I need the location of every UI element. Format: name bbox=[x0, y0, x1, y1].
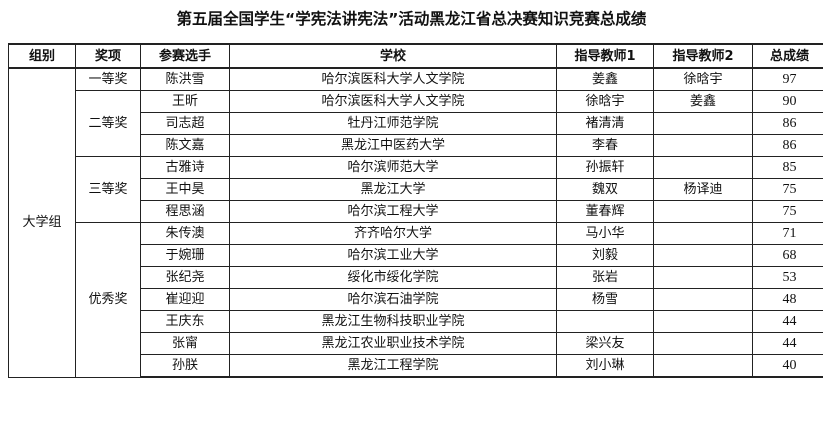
school-cell: 黑龙江生物科技职业学院 bbox=[229, 310, 557, 333]
table-row: 二等奖 王昕 哈尔滨医科大学人文学院 徐晗宇 姜鑫 90 bbox=[9, 90, 823, 157]
school-cell: 哈尔滨师范大学 bbox=[229, 156, 557, 179]
table-row: 王庆东 黑龙江生物科技职业学院 44 bbox=[9, 310, 823, 333]
contestant-cell: 陈洪雪 bbox=[140, 67, 230, 91]
score-cell: 68 bbox=[752, 244, 823, 267]
teacher1-cell: 李春 bbox=[556, 134, 654, 157]
contestant-cell: 张甯 bbox=[140, 332, 230, 355]
teacher1-cell: 褚清清 bbox=[556, 112, 654, 135]
teacher2-cell: 姜鑫 bbox=[653, 90, 753, 113]
contestant-cell: 陈文嘉 bbox=[140, 134, 230, 157]
teacher1-cell: 魏双 bbox=[556, 178, 654, 201]
school-cell: 哈尔滨工程大学 bbox=[229, 200, 557, 223]
award-cell: 一等奖 bbox=[75, 67, 141, 91]
teacher2-cell bbox=[653, 222, 753, 245]
document-title: 第五届全国学生“学宪法讲宪法”活动黑龙江省总决赛知识竞赛总成绩 bbox=[176, 10, 647, 28]
teacher2-cell bbox=[653, 288, 753, 311]
school-cell: 绥化市绥化学院 bbox=[229, 266, 557, 289]
contestant-cell: 王昕 bbox=[140, 90, 230, 113]
teacher2-cell bbox=[653, 156, 753, 179]
score-cell: 85 bbox=[752, 156, 823, 179]
teacher2-cell: 杨译迪 bbox=[653, 178, 753, 201]
teacher2-cell bbox=[653, 354, 753, 378]
teacher2-cell bbox=[653, 266, 753, 289]
contestant-cell: 司志超 bbox=[140, 112, 230, 135]
teacher1-cell: 孙振轩 bbox=[556, 156, 654, 179]
score-cell: 86 bbox=[752, 112, 823, 135]
table-row: 大学组 一等奖 陈洪雪 哈尔滨医科大学人文学院 姜鑫 徐晗宇 97 bbox=[8, 67, 823, 378]
score-cell: 97 bbox=[752, 67, 823, 91]
contestant-cell: 朱传澳 bbox=[140, 222, 230, 245]
award-cell: 优秀奖 bbox=[75, 222, 141, 378]
table-row: 优秀奖 朱传澳 齐齐哈尔大学 马小华 71 bbox=[9, 222, 823, 378]
contestant-cell: 孙朕 bbox=[140, 354, 230, 378]
teacher1-cell: 姜鑫 bbox=[556, 67, 654, 91]
header-contestant: 参赛选手 bbox=[140, 43, 230, 69]
score-cell: 44 bbox=[752, 332, 823, 355]
teacher2-cell bbox=[653, 332, 753, 355]
score-cell: 53 bbox=[752, 266, 823, 289]
score-cell: 40 bbox=[752, 354, 823, 378]
school-cell: 齐齐哈尔大学 bbox=[229, 222, 557, 245]
header-row: 组别 奖项 参赛选手 学校 指导教师1 指导教师2 总成绩 bbox=[8, 43, 823, 69]
contestant-cell: 王中昊 bbox=[140, 178, 230, 201]
teacher1-cell: 梁兴友 bbox=[556, 332, 654, 355]
teacher1-cell: 刘毅 bbox=[556, 244, 654, 267]
score-cell: 75 bbox=[752, 200, 823, 223]
header-score: 总成绩 bbox=[752, 43, 823, 69]
contestant-cell: 张纪尧 bbox=[140, 266, 230, 289]
school-cell: 哈尔滨工业大学 bbox=[229, 244, 557, 267]
contestant-cell: 于婉珊 bbox=[140, 244, 230, 267]
contestant-cell: 程思涵 bbox=[140, 200, 230, 223]
school-cell: 黑龙江农业职业技术学院 bbox=[229, 332, 557, 355]
teacher1-cell: 董春辉 bbox=[556, 200, 654, 223]
table-row: 张甯 黑龙江农业职业技术学院 梁兴友 44 bbox=[9, 332, 823, 355]
award-cell: 三等奖 bbox=[75, 156, 141, 223]
score-cell: 86 bbox=[752, 134, 823, 157]
table-row: 三等奖 古雅诗 哈尔滨师范大学 孙振轩 85 bbox=[9, 156, 823, 223]
teacher2-cell bbox=[653, 244, 753, 267]
table-row: 王中昊 黑龙江大学 魏双 杨译迪 75 bbox=[9, 178, 823, 201]
school-cell: 黑龙江工程学院 bbox=[229, 354, 557, 378]
header-award: 奖项 bbox=[75, 43, 141, 69]
teacher2-cell bbox=[653, 134, 753, 157]
header-teacher1: 指导教师1 bbox=[556, 43, 654, 69]
teacher2-cell bbox=[653, 112, 753, 135]
header-group: 组别 bbox=[8, 43, 76, 69]
teacher2-cell: 徐晗宇 bbox=[653, 67, 753, 91]
score-cell: 90 bbox=[752, 90, 823, 113]
school-cell: 黑龙江大学 bbox=[229, 178, 557, 201]
results-table: 组别 奖项 参赛选手 学校 指导教师1 指导教师2 总成绩 大学组 一等奖 陈洪雪哈… bbox=[8, 43, 823, 378]
table-row: 崔迎迎 哈尔滨石油学院 杨雪 48 bbox=[9, 288, 823, 311]
school-cell: 牡丹江师范学院 bbox=[229, 112, 557, 135]
table-row: 于婉珊 哈尔滨工业大学 刘毅 68 bbox=[9, 244, 823, 267]
school-cell: 哈尔滨医科大学人文学院 bbox=[229, 67, 557, 91]
table-row: 程思涵 哈尔滨工程大学 董春辉 75 bbox=[9, 200, 823, 223]
teacher1-cell: 徐晗宇 bbox=[556, 90, 654, 113]
school-cell: 哈尔滨石油学院 bbox=[229, 288, 557, 311]
score-cell: 71 bbox=[752, 222, 823, 245]
contestant-cell: 古雅诗 bbox=[140, 156, 230, 179]
teacher1-cell: 刘小琳 bbox=[556, 354, 654, 378]
contestant-cell: 崔迎迎 bbox=[140, 288, 230, 311]
teacher2-cell bbox=[653, 200, 753, 223]
header-school: 学校 bbox=[229, 43, 557, 69]
teacher1-cell bbox=[556, 310, 654, 333]
score-cell: 75 bbox=[752, 178, 823, 201]
award-cell: 二等奖 bbox=[75, 90, 141, 157]
teacher1-cell: 张岩 bbox=[556, 266, 654, 289]
header-teacher2: 指导教师2 bbox=[653, 43, 753, 69]
teacher2-cell bbox=[653, 310, 753, 333]
teacher1-cell: 杨雪 bbox=[556, 288, 654, 311]
score-cell: 48 bbox=[752, 288, 823, 311]
table-row: 孙朕 黑龙江工程学院 刘小琳 40 bbox=[9, 354, 823, 378]
school-cell: 哈尔滨医科大学人文学院 bbox=[229, 90, 557, 113]
teacher1-cell: 马小华 bbox=[556, 222, 654, 245]
school-cell: 黑龙江中医药大学 bbox=[229, 134, 557, 157]
contestant-cell: 王庆东 bbox=[140, 310, 230, 333]
group-cell: 大学组 bbox=[8, 67, 76, 378]
score-cell: 44 bbox=[752, 310, 823, 333]
